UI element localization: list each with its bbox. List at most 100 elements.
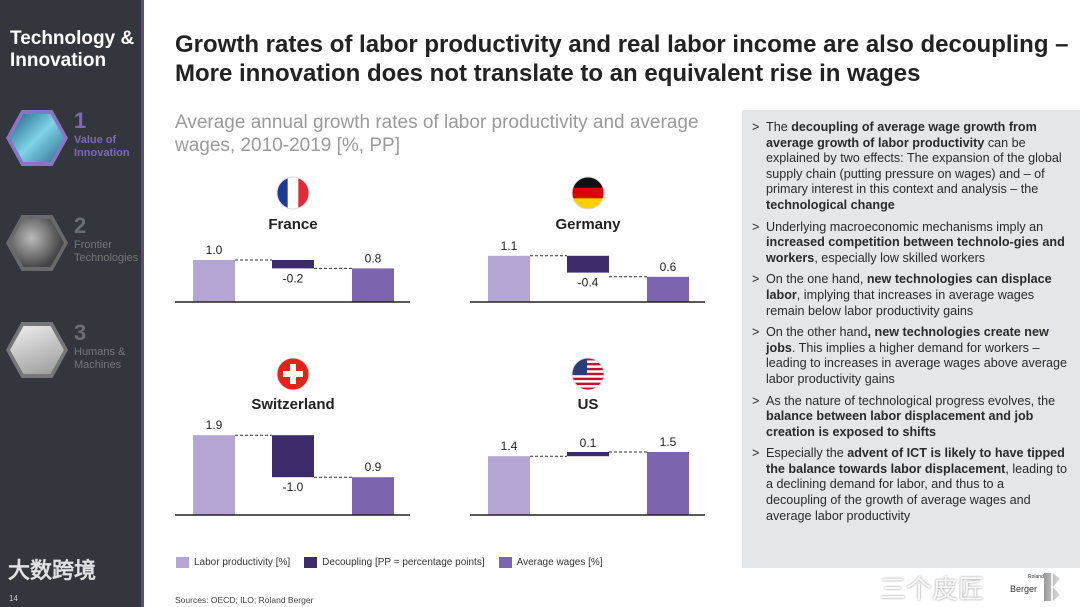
sidebar-item-frontier-technologies[interactable]: 2 Frontier Technologies: [6, 213, 144, 285]
bullet-text: increased competition between technolo-g…: [766, 235, 1065, 265]
item-label: Humans & Machines: [74, 346, 126, 371]
chart-us: US 1.4 0.1 1.5: [470, 357, 705, 516]
flag-stripe: [572, 367, 604, 371]
label-labor-productivity: 1.4: [501, 439, 518, 453]
innovation-chart-icon: [10, 114, 64, 162]
bullet-text: technological change: [766, 197, 895, 212]
label-decoupling: -0.2: [283, 271, 304, 285]
bullet-text: , implying that increases in average wag…: [766, 287, 1035, 318]
chart-switzerland: Switzerland 1.9 -1.0 0.9: [175, 357, 410, 516]
sidebar-item-humans-machines[interactable]: 3 Humans & Machines: [6, 320, 144, 392]
bullet-text: balance between labor displacement and j…: [766, 409, 1034, 439]
bar-decoupling: [567, 452, 609, 457]
logo-small: Roland: [1028, 574, 1044, 580]
bar-labor-productivity: [488, 456, 530, 515]
flag-stripe: [277, 177, 288, 209]
bar-average-wages: [647, 276, 689, 302]
legend: Labor productivity [%] Decoupling [PP = …: [176, 557, 603, 568]
germany-flag-icon: [571, 176, 605, 210]
us-flag-icon: [571, 357, 605, 391]
bullet-text: Especially the: [766, 446, 848, 461]
bullet-text: new technologies can displace labor: [766, 272, 1052, 302]
switzerland-flag-icon: [276, 357, 310, 391]
bullet-text: , especially low skilled workers: [814, 250, 986, 265]
label-average-wages: 0.6: [660, 260, 677, 274]
watermark: 三个皮匠: [880, 574, 985, 604]
legend-label: Average wages [%]: [516, 557, 603, 568]
flag-stripe: [572, 372, 604, 376]
bullet-text: , new technologies create new jobs: [766, 325, 1049, 355]
bullet-list: The decoupling of average wage growth fr…: [752, 120, 1068, 524]
bar-decoupling: [272, 260, 314, 269]
flag-stripe: [572, 387, 604, 390]
label-average-wages: 0.9: [365, 460, 382, 474]
flag-stripe: [572, 187, 604, 199]
flag-border: [571, 357, 605, 391]
bullet-text: As the nature of technological progress …: [766, 393, 1056, 408]
page-number: 14: [9, 594, 18, 603]
bar-average-wages: [647, 452, 689, 515]
sidebar-item-value-of-innovation[interactable]: 1 Value of Innovation: [6, 108, 144, 180]
label-average-wages: 0.8: [365, 251, 382, 265]
item-number: 2: [74, 213, 87, 238]
bar-labor-productivity: [488, 255, 530, 302]
bar-labor-productivity: [193, 435, 235, 515]
country-name: France: [268, 216, 317, 233]
flag-stripe: [572, 375, 604, 378]
bar-average-wages: [352, 268, 394, 302]
flag-border: [276, 176, 310, 210]
flag-border: [571, 176, 605, 210]
flag-stripe: [572, 358, 604, 361]
label-decoupling: 0.1: [580, 436, 597, 450]
sources: Sources: OECD; ILO; Roland Berger: [175, 595, 314, 605]
section-title: Technology & Innovation: [10, 28, 135, 71]
flag-cross: [283, 371, 303, 377]
bullet-text: , leading to a declining demand for labo…: [766, 461, 1067, 523]
flag-stripe: [572, 360, 604, 364]
legend-item-decoupling: Decoupling [PP = percentage points]: [304, 557, 485, 568]
bullet-item: The decoupling of average wage growth fr…: [752, 120, 1068, 214]
bullet-text: can be explained by two effects: The exp…: [766, 135, 1062, 197]
chart-germany: Germany 1.1 -0.4 0.6: [470, 176, 705, 303]
bullet-text: decoupling of average wage growth from a…: [766, 120, 1037, 150]
legend-item-wages: Average wages [%]: [498, 557, 603, 568]
label-labor-productivity: 1.0: [206, 243, 223, 257]
bullet-text: advent of ICT is likely to have tipped t…: [766, 446, 1065, 476]
bullet-item: On the other hand, new technologies crea…: [752, 325, 1068, 387]
bullet-text: On the other hand: [766, 325, 868, 340]
chart-subtitle: Average annual growth rates of labor pro…: [175, 112, 699, 156]
bar-decoupling: [272, 435, 314, 478]
commentary-panel: The decoupling of average wage growth fr…: [742, 110, 1080, 568]
legend-swatch: [498, 557, 512, 568]
item-label: Frontier Technologies: [74, 239, 139, 264]
legend-label: Labor productivity [%]: [194, 557, 291, 568]
bullet-item: On the one hand, new technologies can di…: [752, 272, 1068, 319]
sidebar: Technology & Innovation 1 Value of Innov…: [0, 0, 144, 607]
bar-average-wages: [352, 477, 394, 515]
label-decoupling: -1.0: [283, 480, 304, 494]
label-labor-productivity: 1.9: [206, 418, 223, 432]
flag-stripe: [572, 365, 604, 369]
flag-fill: [277, 177, 309, 209]
item-number: 1: [74, 108, 87, 133]
ai-head-icon: [10, 219, 64, 267]
flag-fill: [572, 177, 604, 209]
flag-stripe: [572, 385, 604, 388]
country-name: Germany: [555, 216, 621, 233]
bullet-item: Underlying macroeconomic mechanisms impl…: [752, 220, 1068, 267]
flag-stripe: [572, 362, 604, 366]
handshake-icon: [10, 326, 64, 374]
country-name: US: [578, 396, 599, 413]
flag-stripe: [298, 177, 309, 209]
flag-stripe: [572, 382, 604, 386]
flag-stripe: [572, 377, 604, 381]
bullet-text: . This implies a higher demand for worke…: [766, 340, 1068, 386]
bullet-text: On the one hand,: [766, 272, 867, 287]
watermark: 大数跨境: [8, 558, 97, 583]
label-decoupling: -0.4: [578, 276, 599, 290]
label-labor-productivity: 1.1: [501, 239, 518, 253]
bullet-item: As the nature of technological progress …: [752, 394, 1068, 441]
legend-swatch: [304, 557, 318, 568]
item-label: Value of Innovation: [74, 134, 130, 159]
chart-france: France 1.0 -0.2 0.8: [175, 176, 410, 303]
